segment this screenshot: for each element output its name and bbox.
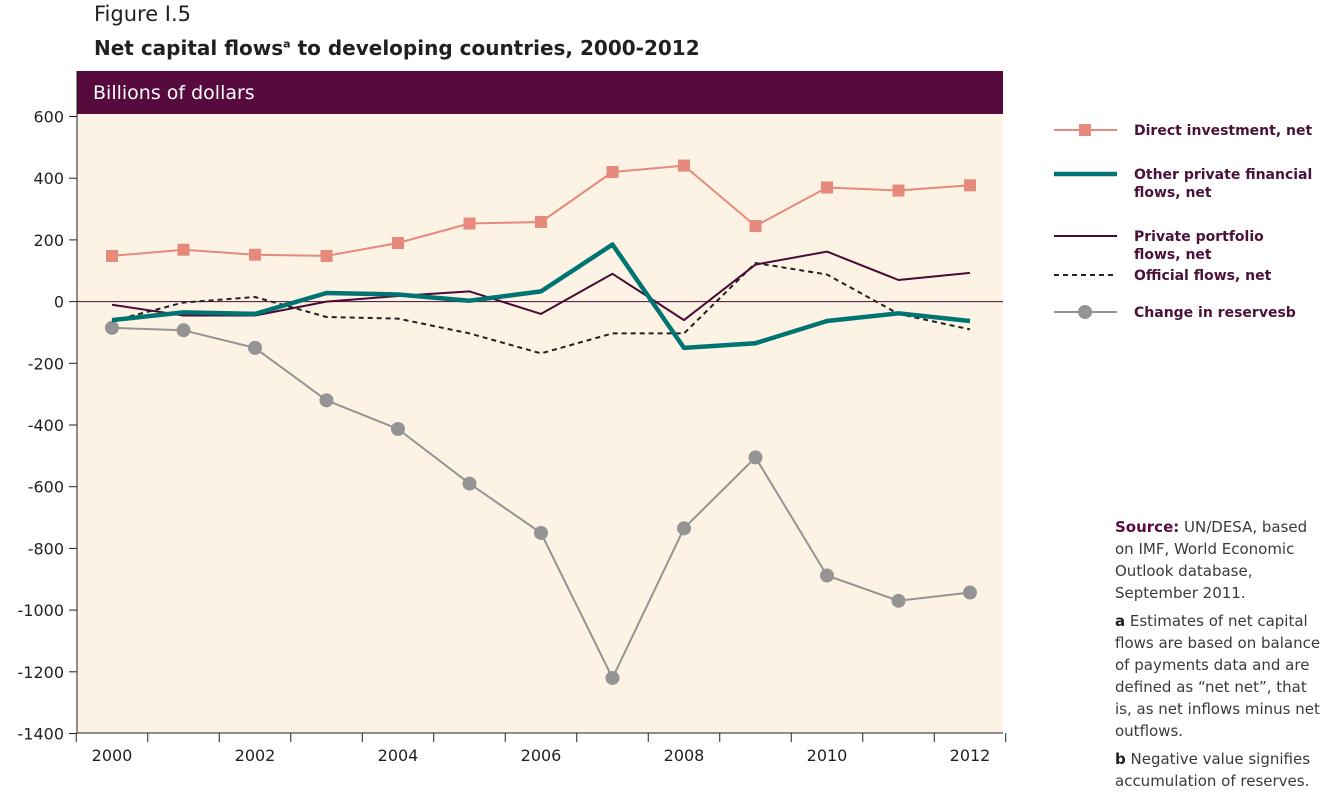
legend-item-reserves: Change in reservesb — [1054, 305, 1296, 321]
legend-label: flows, net — [1134, 247, 1212, 263]
footnote-a-text: Estimates of net capital flows are based… — [1115, 612, 1321, 740]
figure-label: Figure I.5 — [94, 2, 192, 26]
data-point — [248, 340, 262, 355]
legend-label: Direct investment, net — [1134, 123, 1312, 139]
legend-item-portfolio: Private portfolio flows, net — [1054, 229, 1264, 263]
legend: Direct investment, net Other private fina… — [1054, 123, 1312, 321]
footnote-b-mark: b — [1115, 750, 1126, 768]
data-point — [249, 248, 261, 261]
data-point — [892, 184, 905, 197]
y-tick-label: 600 — [33, 108, 64, 127]
y-tick-label: -1000 — [18, 601, 65, 620]
legend-label: Private portfolio — [1134, 229, 1264, 245]
y-tick-label: -1400 — [18, 725, 65, 744]
series-other-private — [111, 242, 971, 351]
data-point — [319, 393, 334, 408]
plot-area — [77, 71, 1003, 733]
x-tick-label: 2008 — [664, 746, 705, 765]
footnote-a: a Estimates of net capital flows are bas… — [1115, 610, 1325, 742]
source-label: Source: — [1115, 518, 1180, 536]
x-axis: 2000 2002 2004 2006 2008 2010 2012 — [75, 732, 1007, 765]
legend-item-official: Official flows, net — [1054, 268, 1272, 284]
data-point — [463, 217, 476, 230]
legend-label: Change in reservesb — [1134, 305, 1296, 321]
legend-label: Official flows, net — [1134, 268, 1272, 284]
x-tick-label: 2006 — [521, 746, 562, 765]
y-tick-label: -400 — [28, 416, 64, 435]
y-tick-label: 400 — [33, 169, 64, 188]
legend-marker — [1079, 124, 1091, 136]
data-point — [749, 220, 762, 233]
x-tick-label: 2000 — [92, 746, 133, 765]
y-tick-label: -1200 — [18, 663, 65, 682]
y-axis: 600 400 200 0 -200 -400 -600 -800 -1000 -1200 -140… — [18, 71, 78, 744]
data-point — [748, 450, 763, 465]
series-line — [111, 262, 971, 355]
chart-title: Net capital flowsa to developing countri… — [94, 36, 700, 60]
data-point — [891, 593, 906, 608]
data-point — [535, 216, 547, 229]
y-tick-label: 0 — [54, 293, 64, 312]
legend-marker — [1078, 305, 1092, 319]
series-official — [111, 262, 971, 355]
data-point — [177, 243, 190, 256]
data-point — [462, 476, 477, 491]
x-tick-label: 2002 — [235, 746, 276, 765]
source-text: UN/DESA, based on IMF, World Economic Ou… — [1115, 518, 1308, 602]
data-point — [606, 166, 619, 179]
footnote-a-mark: a — [1115, 612, 1126, 630]
y-tick-label: -800 — [28, 539, 64, 558]
y-tick-label: -200 — [28, 354, 64, 373]
x-tick-label: 2004 — [378, 746, 419, 765]
data-point — [392, 236, 404, 249]
data-point — [320, 249, 333, 262]
unit-banner — [77, 71, 1003, 114]
source-note: Source: UN/DESA, based on IMF, World Eco… — [1115, 516, 1325, 604]
data-point — [820, 568, 834, 583]
legend-item-direct: Direct investment, net — [1054, 123, 1312, 139]
data-point — [821, 181, 833, 194]
data-point — [964, 179, 976, 192]
series-reserves — [105, 320, 977, 685]
data-point — [963, 585, 977, 600]
legend-item-other-private: Other private financial flows, net — [1054, 167, 1312, 201]
x-tick-label: 2010 — [807, 746, 848, 765]
legend-label: Other private financial — [1134, 167, 1312, 183]
data-point — [678, 159, 690, 172]
data-point — [534, 525, 548, 540]
footnote-b: b Negative value signifies accumulation … — [1115, 748, 1325, 792]
unit-banner-label: Billions of dollars — [93, 82, 255, 104]
series-direct — [106, 159, 976, 262]
data-point — [391, 422, 405, 437]
y-tick-label: 200 — [33, 231, 64, 250]
y-tick-label: -600 — [28, 478, 64, 497]
data-point — [176, 323, 191, 338]
series-layer — [105, 159, 977, 685]
footnote-b-text: Negative value signifies accumulation of… — [1115, 750, 1311, 790]
title-footnote-mark: a — [283, 37, 291, 51]
series-line — [111, 242, 971, 351]
data-point — [106, 249, 118, 262]
line-chart: Billions of dollars 6004002000-200-400-6… — [18, 71, 1312, 765]
title-rest: to developing countries, 2000-2012 — [290, 36, 700, 60]
data-point — [105, 320, 119, 335]
x-tick-label: 2012 — [950, 746, 991, 765]
title-main: Net capital flows — [94, 36, 284, 60]
data-point — [605, 670, 620, 685]
notes-panel: Source: UN/DESA, based on IMF, World Eco… — [1115, 516, 1325, 798]
legend-label: flows, net — [1134, 185, 1212, 201]
data-point — [677, 521, 691, 536]
